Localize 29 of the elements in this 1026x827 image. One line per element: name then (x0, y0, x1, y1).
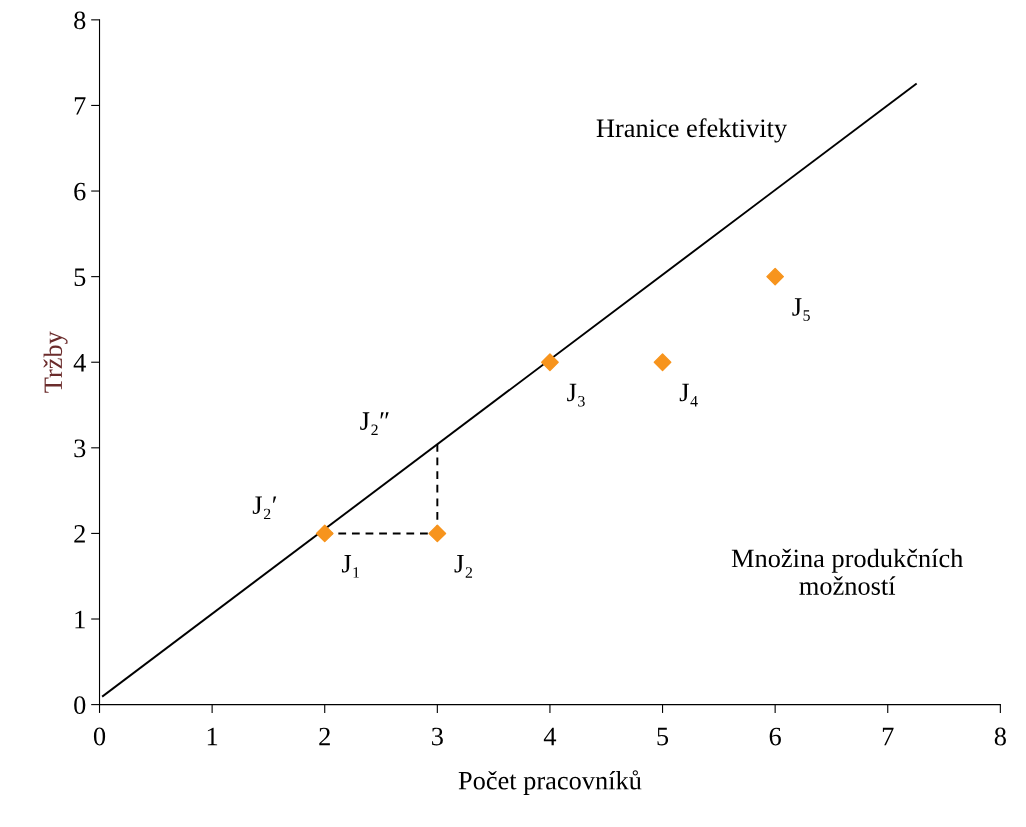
annotation: J₂ (454, 555, 473, 578)
x-tick-label: 8 (994, 727, 1006, 746)
annotation: J₂″ (360, 412, 389, 436)
annotation: J₂′ (252, 496, 277, 520)
annotation: J₁ (341, 555, 360, 578)
y-tick-label: 2 (74, 525, 85, 543)
x-tick-label: 3 (432, 727, 443, 746)
y-tick-label: 3 (74, 439, 86, 458)
y-tick-label: 8 (74, 11, 86, 30)
annotation: J₃ (567, 383, 585, 407)
annotation: Hranice efektivity (596, 118, 788, 143)
annotation: J₄ (679, 383, 698, 407)
x-tick-label: 6 (769, 727, 781, 746)
x-axis-title: Počet pracovníků (458, 770, 642, 795)
x-tick-label: 0 (93, 727, 106, 746)
y-axis-title: Tržby (43, 331, 68, 393)
annotation: Množina produkčních možností (731, 548, 964, 595)
x-tick-label: 1 (207, 727, 218, 746)
y-tick-label: 6 (74, 182, 86, 201)
y-tick-label: 7 (74, 97, 86, 115)
x-tick-label: 5 (657, 727, 669, 746)
annotation: J₅ (792, 298, 810, 321)
x-tick-label: 7 (882, 727, 894, 746)
x-tick-label: 4 (543, 727, 557, 746)
x-tick-label: 2 (319, 727, 330, 746)
y-tick-label: 0 (74, 696, 86, 715)
y-tick-label: 1 (75, 610, 85, 629)
y-tick-label: 5 (74, 268, 86, 287)
y-tick-label: 4 (73, 354, 86, 372)
